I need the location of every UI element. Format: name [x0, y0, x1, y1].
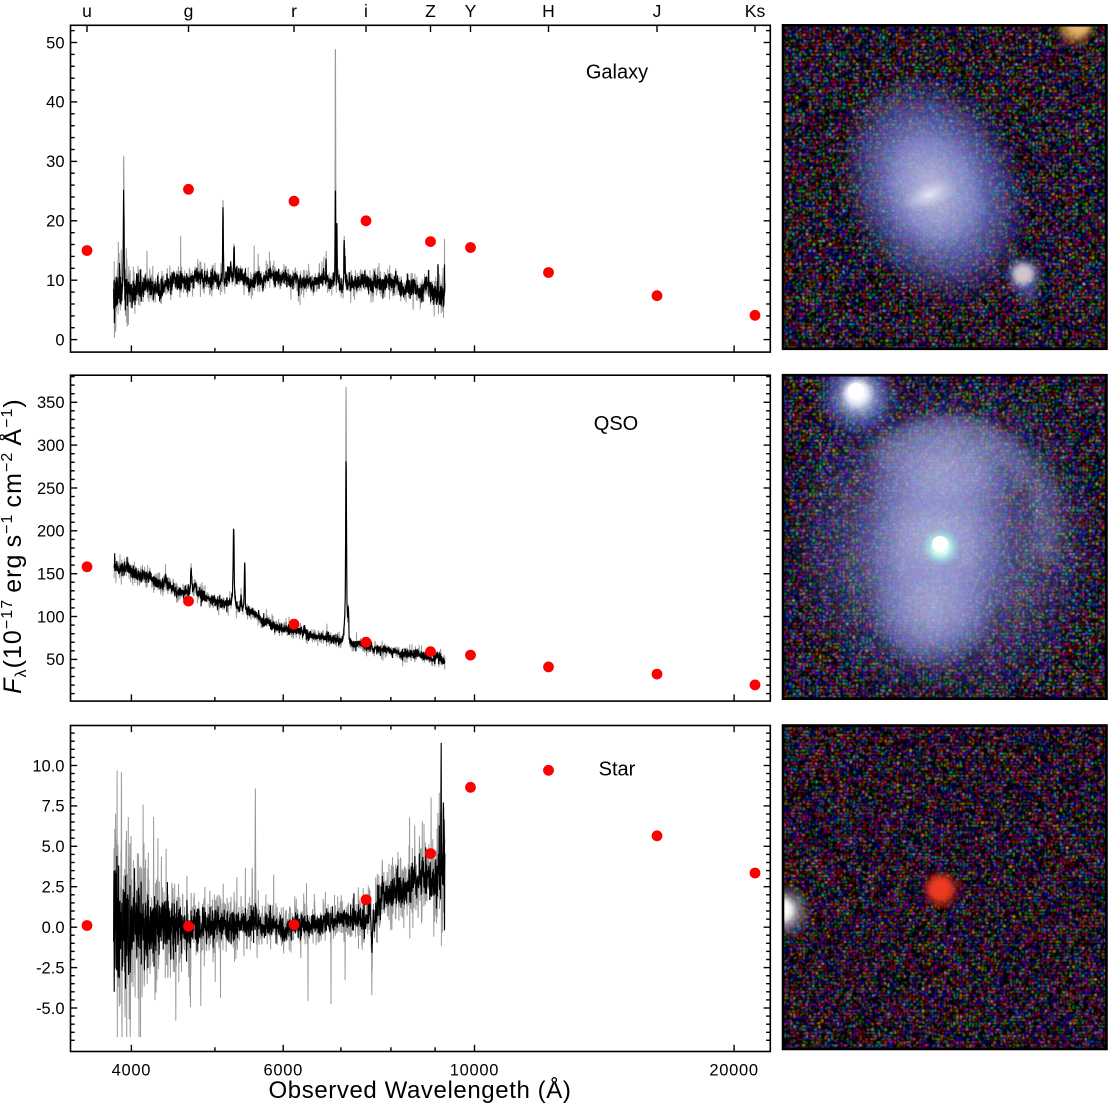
svg-text:10: 10 — [46, 272, 64, 290]
svg-text:Y: Y — [465, 1, 477, 21]
svg-text:-2.5: -2.5 — [36, 959, 64, 977]
svg-text:200: 200 — [37, 523, 65, 541]
svg-text:u: u — [82, 1, 92, 21]
svg-text:10.0: 10.0 — [32, 757, 64, 775]
svg-text:7.5: 7.5 — [42, 798, 65, 816]
svg-text:Ks: Ks — [745, 1, 766, 21]
svg-text:J: J — [653, 1, 662, 21]
svg-text:10000: 10000 — [450, 1062, 499, 1080]
svg-text:20: 20 — [46, 213, 64, 231]
svg-text:30: 30 — [46, 153, 64, 171]
svg-text:150: 150 — [37, 566, 65, 584]
svg-text:50: 50 — [46, 34, 64, 52]
svg-text:250: 250 — [37, 480, 65, 498]
svg-text:2.5: 2.5 — [42, 879, 65, 897]
svg-text:QSO: QSO — [594, 413, 638, 435]
svg-text:Galaxy: Galaxy — [586, 62, 648, 84]
svg-text:0: 0 — [55, 331, 64, 349]
svg-text:100: 100 — [37, 608, 65, 626]
svg-text:300: 300 — [37, 437, 65, 455]
svg-text:i: i — [364, 1, 368, 21]
svg-text:6000: 6000 — [263, 1062, 303, 1080]
svg-text:Star: Star — [599, 759, 636, 781]
svg-text:5.0: 5.0 — [42, 838, 65, 856]
svg-text:Z: Z — [425, 1, 436, 21]
svg-text:50: 50 — [46, 651, 64, 669]
svg-text:Observed Wavelengeth (Å): Observed Wavelengeth (Å) — [269, 1076, 572, 1104]
svg-text:40: 40 — [46, 94, 64, 112]
svg-text:Fλ(10−17 erg s−1 cm−2 Å−1): Fλ(10−17 erg s−1 cm−2 Å−1) — [0, 398, 30, 694]
svg-text:H: H — [542, 1, 555, 21]
svg-text:-5.0: -5.0 — [36, 1000, 64, 1018]
svg-text:g: g — [184, 1, 194, 21]
svg-text:0.0: 0.0 — [42, 919, 65, 937]
svg-text:20000: 20000 — [709, 1062, 758, 1080]
svg-text:4000: 4000 — [112, 1062, 152, 1080]
svg-text:r: r — [291, 1, 297, 21]
svg-text:350: 350 — [37, 394, 65, 412]
